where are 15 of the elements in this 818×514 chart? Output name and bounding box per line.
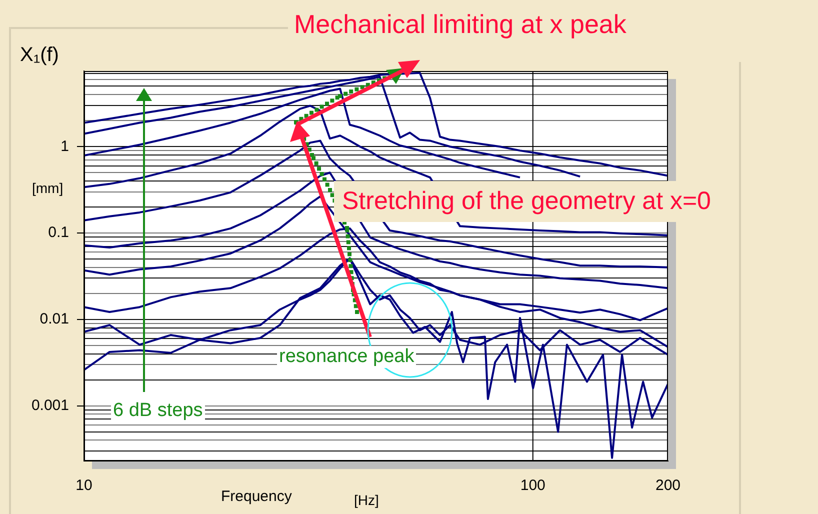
text: [Hz] <box>354 492 379 508</box>
y-tick-label: 0.001 <box>31 396 69 414</box>
x-tick-label: 200 <box>655 477 681 494</box>
annotation: Stretching of the geometry at x=0 <box>334 181 719 222</box>
y-tick-label: 0.1 <box>48 224 69 242</box>
annotation: 6 dB steps <box>111 400 205 422</box>
y-tick-label: 1 <box>60 138 69 155</box>
annotation: resonance peak <box>277 346 416 368</box>
chart-title: Mechanical limiting at x peak <box>290 9 630 40</box>
x-axis-title: Frequency <box>221 488 292 506</box>
x-tick-label: 100 <box>520 477 546 494</box>
x-tick-label: 10 <box>76 477 92 494</box>
y-axis-title: X₁(f) <box>20 44 59 67</box>
y-tick-label: 0.01 <box>40 310 69 328</box>
text: [mm] <box>32 180 64 196</box>
